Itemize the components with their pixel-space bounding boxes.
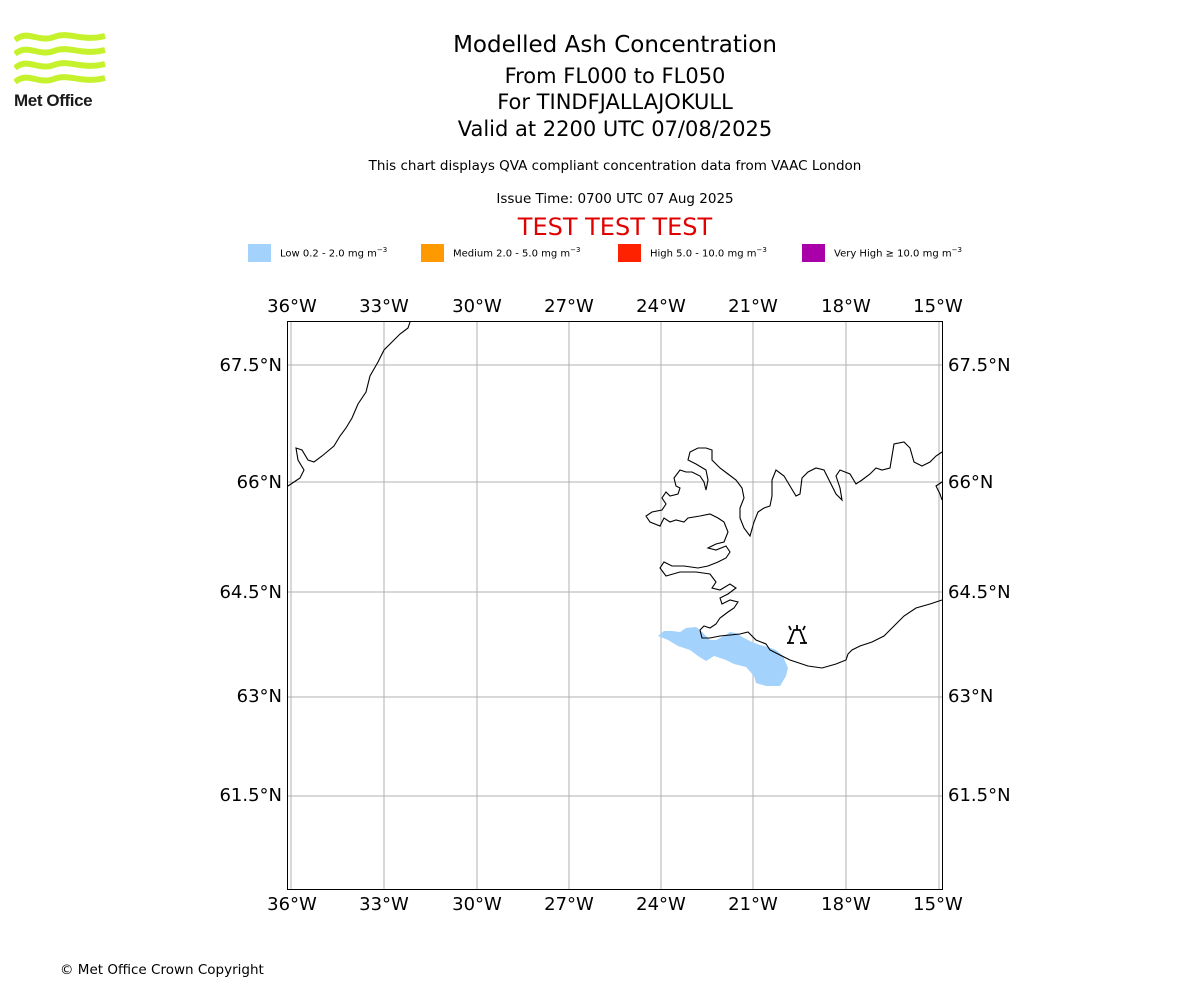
lat-label-right: 63°N <box>948 686 993 707</box>
lon-labels-top: 36°W 33°W 30°W 27°W 24°W 21°W 18°W 15°W <box>267 296 963 317</box>
ash-area-low <box>658 627 788 686</box>
lat-label-left: 66°N <box>237 472 282 493</box>
copyright-notice: © Met Office Crown Copyright <box>60 962 264 978</box>
legend-label-high: High 5.0 - 10.0 mg m−3 <box>650 246 767 260</box>
test-banner: TEST TEST TEST <box>517 213 713 241</box>
lon-label-bottom: 24°W <box>636 894 686 915</box>
legend: Low 0.2 - 2.0 mg m−3 Medium 2.0 - 5.0 mg… <box>0 244 1200 264</box>
lon-label-top: 30°W <box>452 296 502 317</box>
lat-label-left: 61.5°N <box>219 785 282 806</box>
lon-label-bottom: 21°W <box>728 894 778 915</box>
greenland-coastline <box>287 321 411 487</box>
lat-label-right: 61.5°N <box>948 785 1011 806</box>
legend-label-very-high: Very High ≥ 10.0 mg m−3 <box>834 246 962 260</box>
met-office-logo-text: Met Office <box>14 91 93 110</box>
lon-label-bottom: 33°W <box>359 894 409 915</box>
legend-item-medium: Medium 2.0 - 5.0 mg m−3 <box>421 244 580 262</box>
lon-labels-bottom: 36°W 33°W 30°W 27°W 24°W 21°W 18°W 15°W <box>267 894 963 915</box>
lat-labels-left: 67.5°N 66°N 64.5°N 63°N 61.5°N <box>219 355 282 806</box>
chart-description: This chart displays QVA compliant concen… <box>368 158 862 174</box>
issue-time: Issue Time: 0700 UTC 07 Aug 2025 <box>496 191 734 207</box>
lat-label-left: 64.5°N <box>219 582 282 603</box>
chart-title: Modelled Ash Concentration <box>453 32 777 58</box>
flight-level-range: From FL000 to FL050 <box>504 64 726 88</box>
lon-label-top: 24°W <box>636 296 686 317</box>
map-gridlines <box>288 322 942 890</box>
lat-label-left: 63°N <box>237 686 282 707</box>
lat-label-right: 67.5°N <box>948 355 1011 376</box>
lon-label-top: 21°W <box>728 296 778 317</box>
volcano-icon <box>787 625 807 644</box>
map-frame <box>287 321 943 890</box>
volcano-name: For TINDFJALLAJOKULL <box>497 90 733 114</box>
lon-label-top: 15°W <box>913 296 963 317</box>
lat-label-right: 66°N <box>948 472 993 493</box>
legend-item-very-high: Very High ≥ 10.0 mg m−3 <box>802 244 962 262</box>
lon-label-bottom: 27°W <box>544 894 594 915</box>
lat-label-left: 67.5°N <box>219 355 282 376</box>
legend-item-high: High 5.0 - 10.0 mg m−3 <box>618 244 767 262</box>
lat-labels-right: 67.5°N 66°N 64.5°N 63°N 61.5°N <box>948 355 1011 806</box>
lon-label-top: 18°W <box>821 296 871 317</box>
met-office-waves-icon <box>13 32 106 85</box>
iceland-peninsula-line <box>935 481 943 501</box>
legend-swatch-low <box>248 244 271 262</box>
lon-label-bottom: 15°W <box>913 894 963 915</box>
legend-label-medium: Medium 2.0 - 5.0 mg m−3 <box>453 246 581 260</box>
lon-label-top: 36°W <box>267 296 317 317</box>
valid-time: Valid at 2200 UTC 07/08/2025 <box>457 117 773 141</box>
legend-label-low: Low 0.2 - 2.0 mg m−3 <box>280 246 388 260</box>
lon-label-bottom: 36°W <box>267 894 317 915</box>
lon-label-top: 33°W <box>359 296 409 317</box>
lat-label-right: 64.5°N <box>948 582 1011 603</box>
legend-swatch-very-high <box>802 244 825 262</box>
legend-swatch-high <box>618 244 641 262</box>
legend-swatch-medium <box>421 244 444 262</box>
met-office-logo: Met Office <box>13 30 114 115</box>
lon-label-top: 27°W <box>544 296 594 317</box>
legend-item-low: Low 0.2 - 2.0 mg m−3 <box>248 244 387 262</box>
iceland-coastline <box>645 441 943 669</box>
lon-label-bottom: 18°W <box>821 894 871 915</box>
lon-label-bottom: 30°W <box>452 894 502 915</box>
